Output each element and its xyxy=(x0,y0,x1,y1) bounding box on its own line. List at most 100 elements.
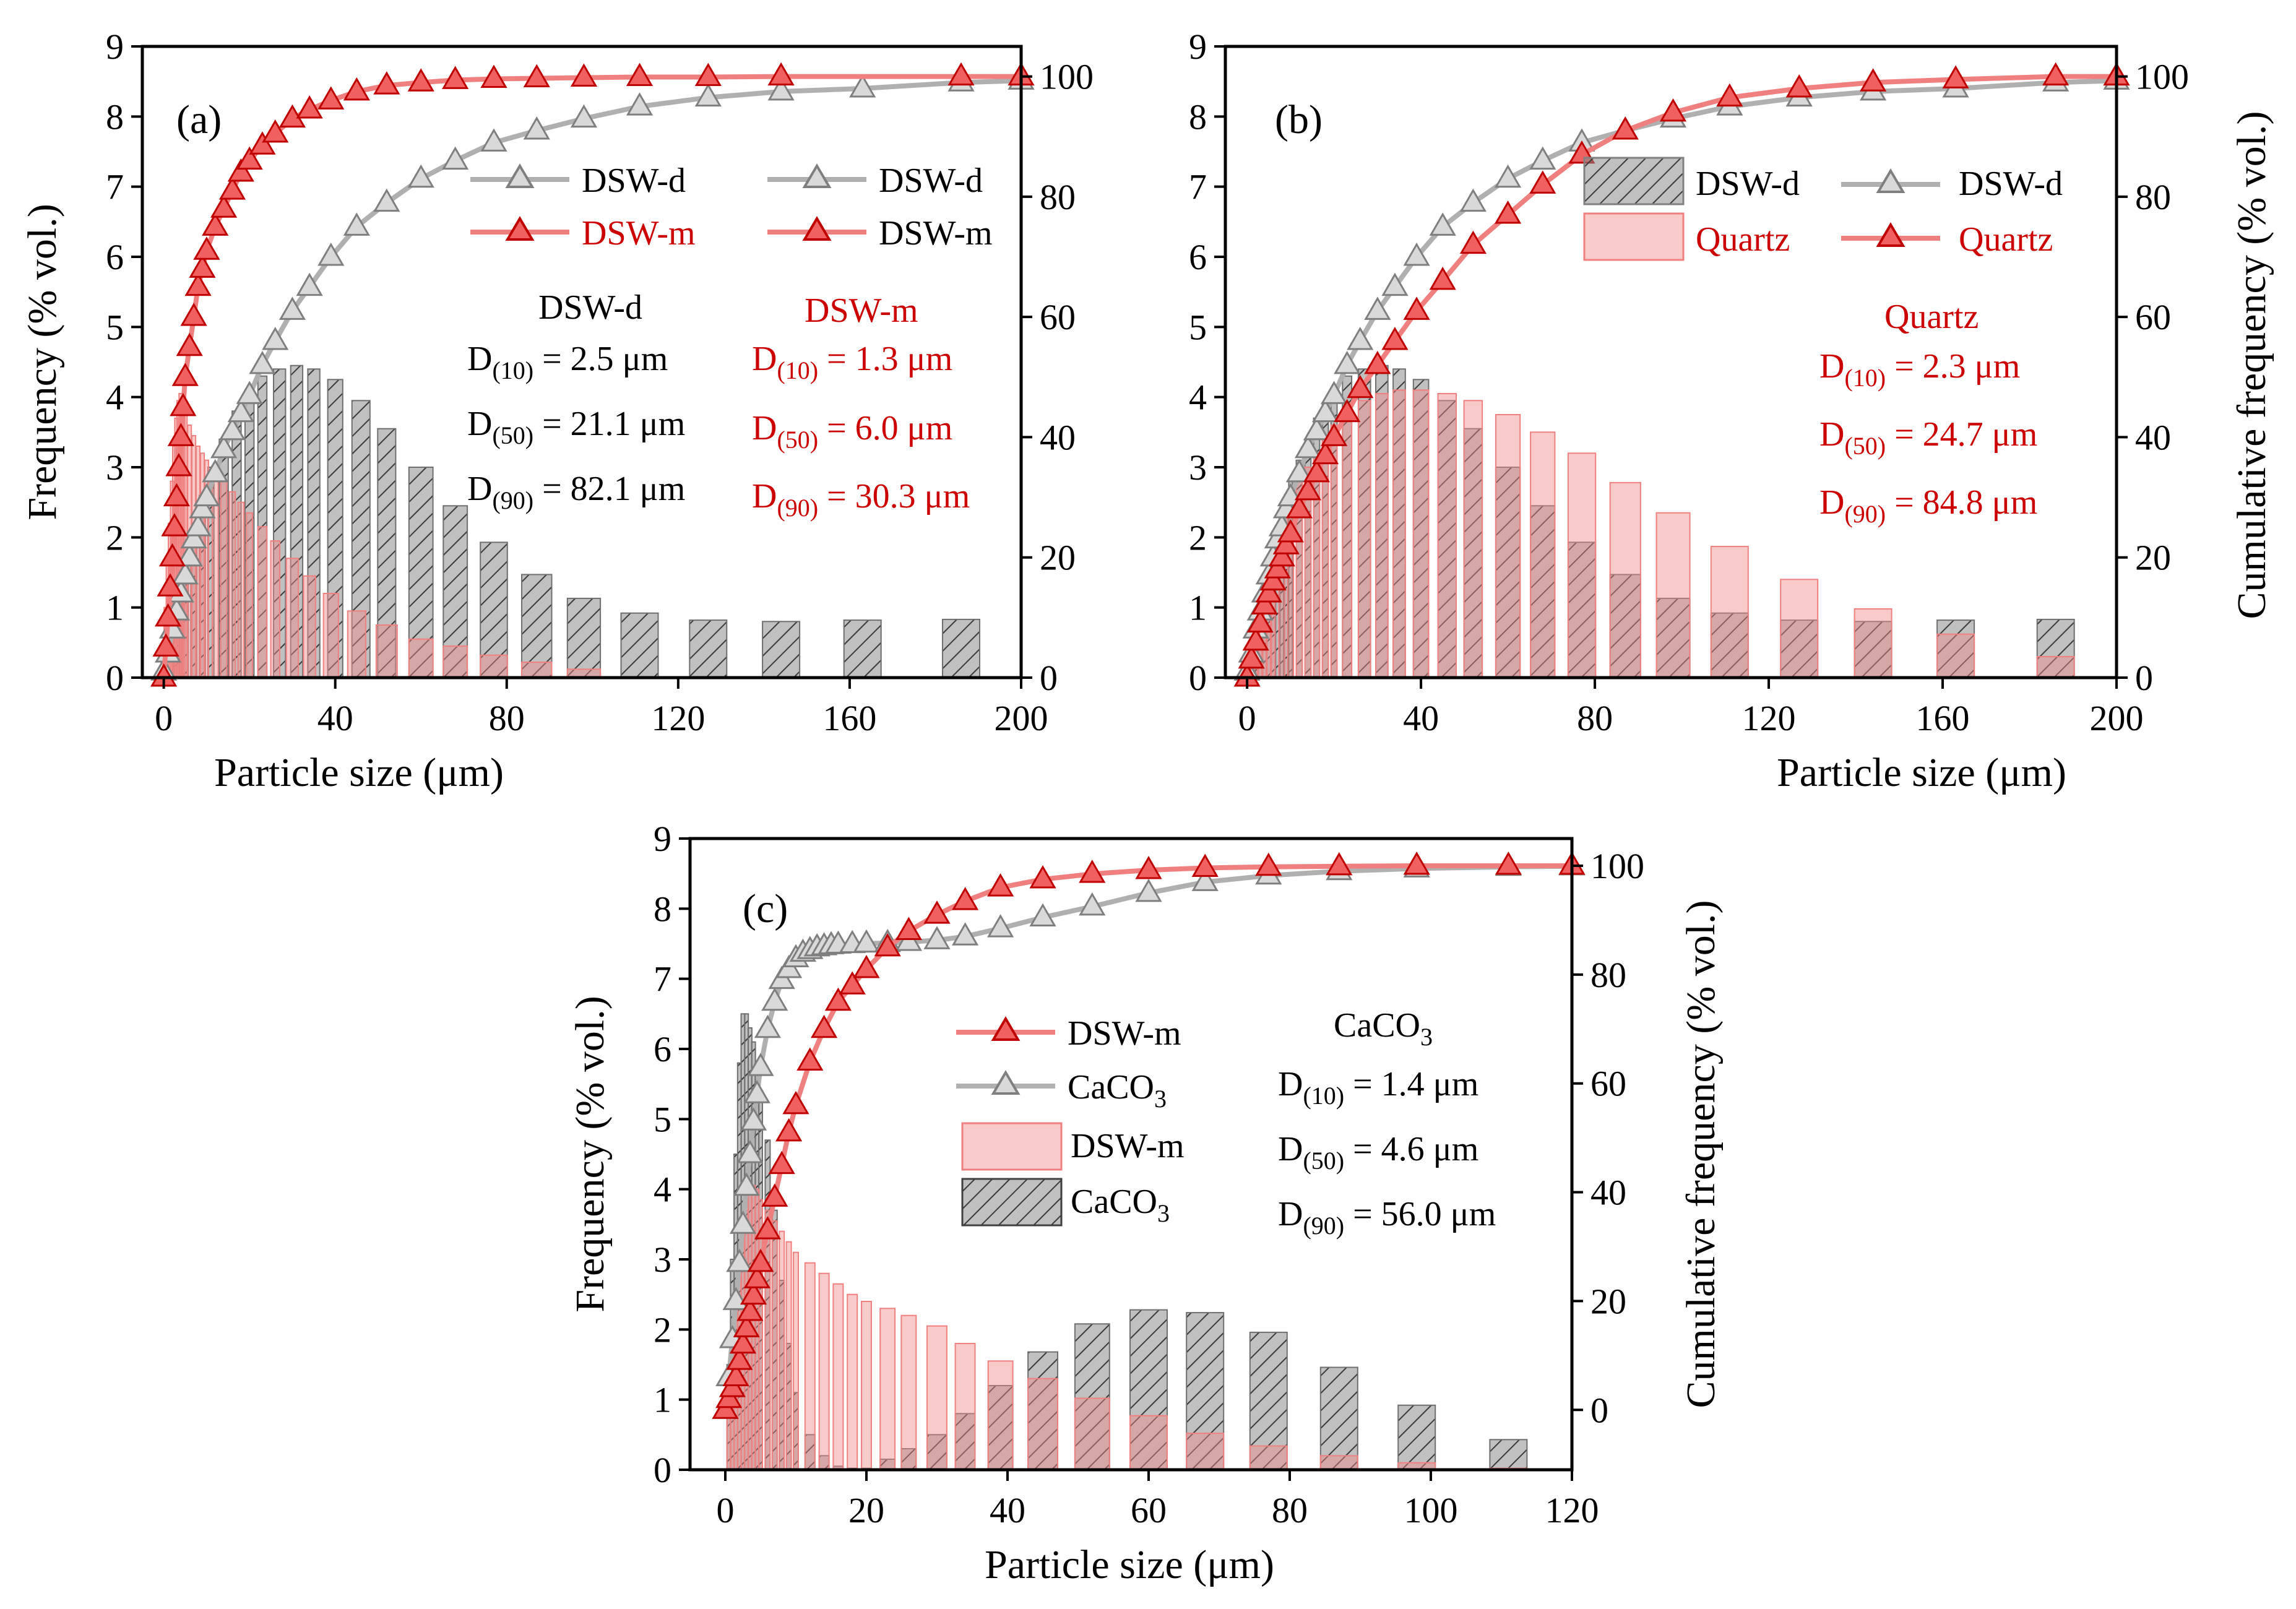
y-tick-label: 1 xyxy=(106,588,124,628)
marker-quartz xyxy=(1429,266,1456,290)
annotation-title: Quartz xyxy=(1884,298,1979,336)
marker-caco3 xyxy=(1079,892,1106,916)
marker-caco3 xyxy=(726,1248,753,1272)
bar-pink-dsw-m xyxy=(480,654,508,678)
panel-a-y-label: Frequency (% vol.) xyxy=(20,204,65,520)
bar-pink-dsw-m xyxy=(220,480,228,678)
marker-dsw-d xyxy=(373,188,400,212)
panel-a-label: (a) xyxy=(176,97,222,142)
panel-c-label: (c) xyxy=(743,886,788,931)
bar-pink-dsw-m xyxy=(879,1308,896,1471)
y-tick-label: 7 xyxy=(1189,167,1207,207)
y-tick-label: 8 xyxy=(106,97,124,137)
bar-hatched-caco3 xyxy=(1319,1366,1358,1470)
marker-dsw-d xyxy=(193,483,220,507)
marker-dsw-m xyxy=(811,1014,838,1038)
legend-swatch-hatched xyxy=(1583,157,1685,205)
panel-c-annotation-caco3: CaCO3 D(10) = 1.4 μm D(50) = 4.6 μm D(90… xyxy=(1278,1006,1496,1240)
marker-dsw-m xyxy=(895,917,922,940)
x-tick-label: 120 xyxy=(651,698,705,738)
bar-pink-dsw-m xyxy=(818,1272,830,1470)
marker-dsw-m xyxy=(987,873,1014,897)
bar-pink-quartz xyxy=(1655,512,1691,678)
y-tick-label: 0 xyxy=(1189,658,1207,698)
legend-triangle-marker xyxy=(991,1016,1021,1041)
bar-hatched-dsw-d xyxy=(1854,621,1892,678)
bar-hatched-caco3 xyxy=(1397,1404,1436,1470)
marker-dsw-m xyxy=(193,236,220,260)
x-tick-label: 120 xyxy=(1742,698,1796,738)
marker-dsw-m xyxy=(1135,855,1162,879)
annotation-d10: D(10) = 1.4 μm xyxy=(1278,1065,1478,1110)
marker-dsw-m xyxy=(180,303,207,326)
marker-dsw-d xyxy=(767,77,795,101)
marker-caco3 xyxy=(952,922,979,946)
x-tick-label: 40 xyxy=(317,698,353,738)
annotation-d10: D(10) = 1.3 μm xyxy=(752,340,952,384)
panel-b-label: (b) xyxy=(1275,97,1323,142)
marker-quartz xyxy=(1459,230,1487,254)
y2-tick-label: 80 xyxy=(1040,177,1076,217)
y2-tick-label: 20 xyxy=(1590,1281,1626,1321)
panel-b-bars xyxy=(1246,365,2075,679)
marker-dsw-d xyxy=(1294,434,1322,459)
legend-triangle-marker xyxy=(802,163,832,188)
marker-dsw-m xyxy=(761,1183,788,1207)
marker-quartz xyxy=(1334,399,1361,423)
marker-dsw-m xyxy=(163,483,191,507)
marker-dsw-m xyxy=(154,603,182,627)
marker-dsw-m xyxy=(726,1347,753,1370)
marker-dsw-d xyxy=(296,272,323,296)
marker-dsw-m xyxy=(626,63,654,87)
bar-hatched-dsw-d xyxy=(1780,619,1819,678)
marker-quartz xyxy=(1529,170,1556,194)
y2-tick-label: 20 xyxy=(1040,538,1076,578)
marker-quartz xyxy=(1255,579,1282,603)
y-tick-label: 0 xyxy=(654,1450,671,1490)
y-tick-label: 9 xyxy=(106,27,124,67)
panel-a-annotation-dsw-d: DSW-d D(10) = 2.5 μm D(50) = 21.1 μm D(9… xyxy=(467,288,685,514)
panel-c-frame xyxy=(688,837,1574,1472)
panel-a: 0 40 80 120 160 200 0 1 2 3 4 5 6 7 8 9 0 20 40 60 80 100 P… xyxy=(20,27,1094,795)
legend-label-caco3: CaCO3 xyxy=(1071,1183,1170,1227)
bar-pink-dsw-m xyxy=(375,624,398,678)
marker-quartz xyxy=(1268,543,1295,567)
bar-pink-dsw-m xyxy=(246,512,253,678)
marker-quartz xyxy=(1381,326,1409,350)
marker-dsw-m xyxy=(1079,860,1106,883)
legend-triangle-marker xyxy=(802,216,832,241)
bar-hatched-caco3 xyxy=(1074,1323,1110,1471)
y-tick-label: 3 xyxy=(1189,447,1207,488)
panel-c-legend: DSW-m CaCO3 DSW-m CaCO3 xyxy=(956,1014,1185,1227)
marker-dsw-m xyxy=(747,1248,774,1272)
bar-hatched-dsw-d xyxy=(2036,618,2075,679)
bar-hatched-caco3 xyxy=(1129,1309,1168,1471)
y-tick-label: 4 xyxy=(1189,377,1207,418)
y-tick-label: 6 xyxy=(654,1029,671,1069)
bar-pink-dsw-m xyxy=(926,1325,947,1470)
bar-hatched-caco3 xyxy=(1249,1331,1288,1470)
marker-dsw-d xyxy=(849,74,876,98)
marker-caco3 xyxy=(733,1172,760,1196)
y2-tick-label: 60 xyxy=(1590,1064,1626,1104)
marker-dsw-d xyxy=(202,459,229,483)
bar-pink-dsw-m xyxy=(270,540,280,678)
legend-label-dsw-d-line: DSW-d xyxy=(879,162,983,200)
marker-dsw-m xyxy=(296,95,323,119)
marker-dsw-d xyxy=(570,104,598,128)
bar-pink-dsw-m xyxy=(1319,1455,1358,1471)
marker-dsw-m xyxy=(202,212,229,236)
marker-dsw-d xyxy=(210,434,238,459)
y-tick-label: 8 xyxy=(654,889,671,929)
legend-label-dsw-d: DSW-d xyxy=(1696,165,1800,203)
bar-pink-quartz xyxy=(2036,656,2075,678)
marker-dsw-m xyxy=(480,64,507,88)
x-tick-label: 0 xyxy=(155,698,173,738)
marker-dsw-d xyxy=(171,561,199,585)
bar-pink-quartz xyxy=(1936,633,1975,678)
y2-tick-label: 40 xyxy=(1040,417,1076,457)
marker-quartz xyxy=(1494,200,1522,224)
bar-pink-dsw-m xyxy=(954,1343,976,1470)
y2-tick-label: 0 xyxy=(2135,658,2153,698)
